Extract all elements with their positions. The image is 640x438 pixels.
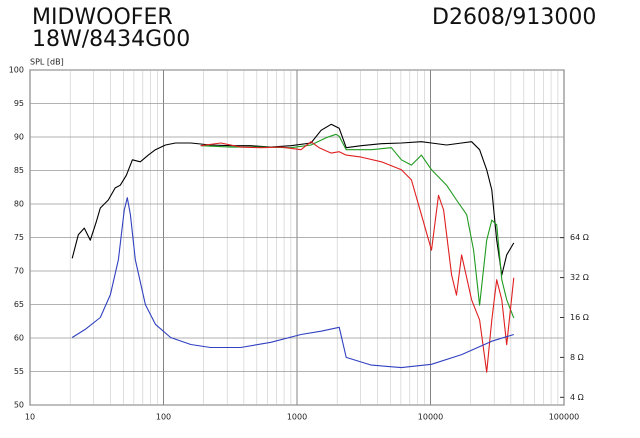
y-tick-label: 75 — [14, 233, 24, 242]
x-tick-label: 1000 — [287, 413, 307, 422]
y2-tick-label: 4 Ω — [570, 393, 584, 402]
chart-title: 18W/8434G00 — [32, 27, 190, 52]
series-line — [200, 141, 515, 373]
y2-tick-label: 32 Ω — [570, 273, 589, 282]
series-line — [71, 123, 515, 276]
x-tick-label: 100000 — [549, 413, 580, 422]
x-tick-label: 10 — [25, 413, 35, 422]
y-tick-label: 55 — [14, 367, 24, 376]
y-tick-label: 85 — [14, 166, 24, 175]
y-tick-label: 65 — [14, 300, 24, 309]
series-line — [71, 197, 514, 369]
y-tick-label: 80 — [14, 200, 24, 209]
y2-tick-label: 8 Ω — [570, 353, 584, 362]
y2-tick-label: 64 Ω — [570, 233, 589, 242]
y-axis-label: SPL [dB] — [30, 58, 64, 67]
y-tick-label: 50 — [14, 401, 24, 410]
y2-tick-label: 16 Ω — [570, 313, 589, 322]
y-tick-label: 100 — [9, 66, 24, 75]
y-tick-label: 95 — [14, 99, 24, 108]
y-tick-label: 60 — [14, 334, 24, 343]
x-tick-label: 10000 — [418, 413, 443, 422]
x-tick-label: 100 — [156, 413, 171, 422]
chart-subtitle: D2608/913000 — [432, 5, 596, 30]
chart-title: MIDWOOFER — [32, 5, 173, 30]
y-tick-label: 70 — [14, 267, 24, 276]
y-tick-label: 90 — [14, 133, 24, 142]
